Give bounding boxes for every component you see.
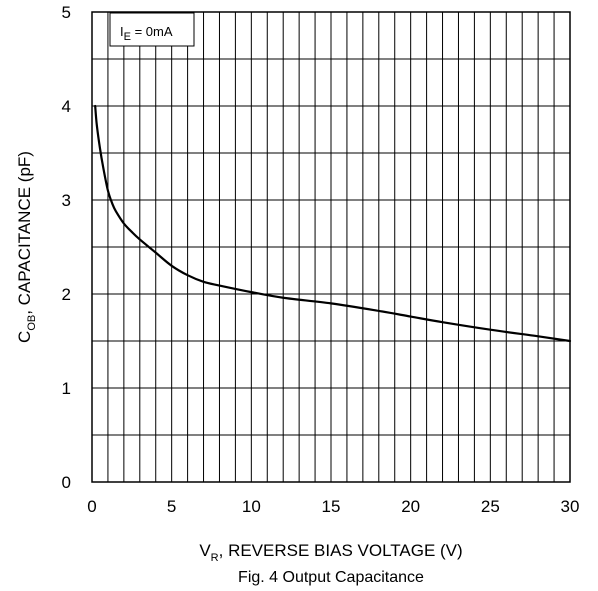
y-tick-label: 5 xyxy=(62,3,71,22)
y-tick-label: 0 xyxy=(62,473,71,492)
x-tick-label: 15 xyxy=(322,497,341,516)
condition-annotation: IE = 0mA xyxy=(109,12,195,47)
y-tick-label: 3 xyxy=(62,191,71,210)
x-tick-label: 10 xyxy=(242,497,261,516)
grid-lines xyxy=(92,12,570,482)
y-axis-label: COB, CAPACITANCE (pF) xyxy=(15,151,38,343)
x-tick-label: 0 xyxy=(87,497,96,516)
x-tick-labels: 0 5 10 15 20 25 30 xyxy=(87,497,579,516)
annotation-box xyxy=(109,12,195,47)
x-tick-label: 25 xyxy=(481,497,500,516)
capacitance-curve xyxy=(94,104,572,343)
figure-caption: Fig. 4 Output Capacitance xyxy=(238,569,424,586)
x-axis-label: VR, REVERSE BIAS VOLTAGE (V) xyxy=(199,541,462,564)
y-tick-label: 4 xyxy=(62,97,71,116)
plot-frame xyxy=(91,11,571,483)
x-tick-label: 20 xyxy=(401,497,420,516)
y-tick-label: 2 xyxy=(62,285,71,304)
annotation-text: IE = 0mA xyxy=(120,24,173,43)
x-tick-label: 5 xyxy=(167,497,176,516)
y-tick-label: 1 xyxy=(62,379,71,398)
y-tick-labels: 0 1 2 3 4 5 xyxy=(62,3,71,492)
x-tick-label: 30 xyxy=(561,497,580,516)
